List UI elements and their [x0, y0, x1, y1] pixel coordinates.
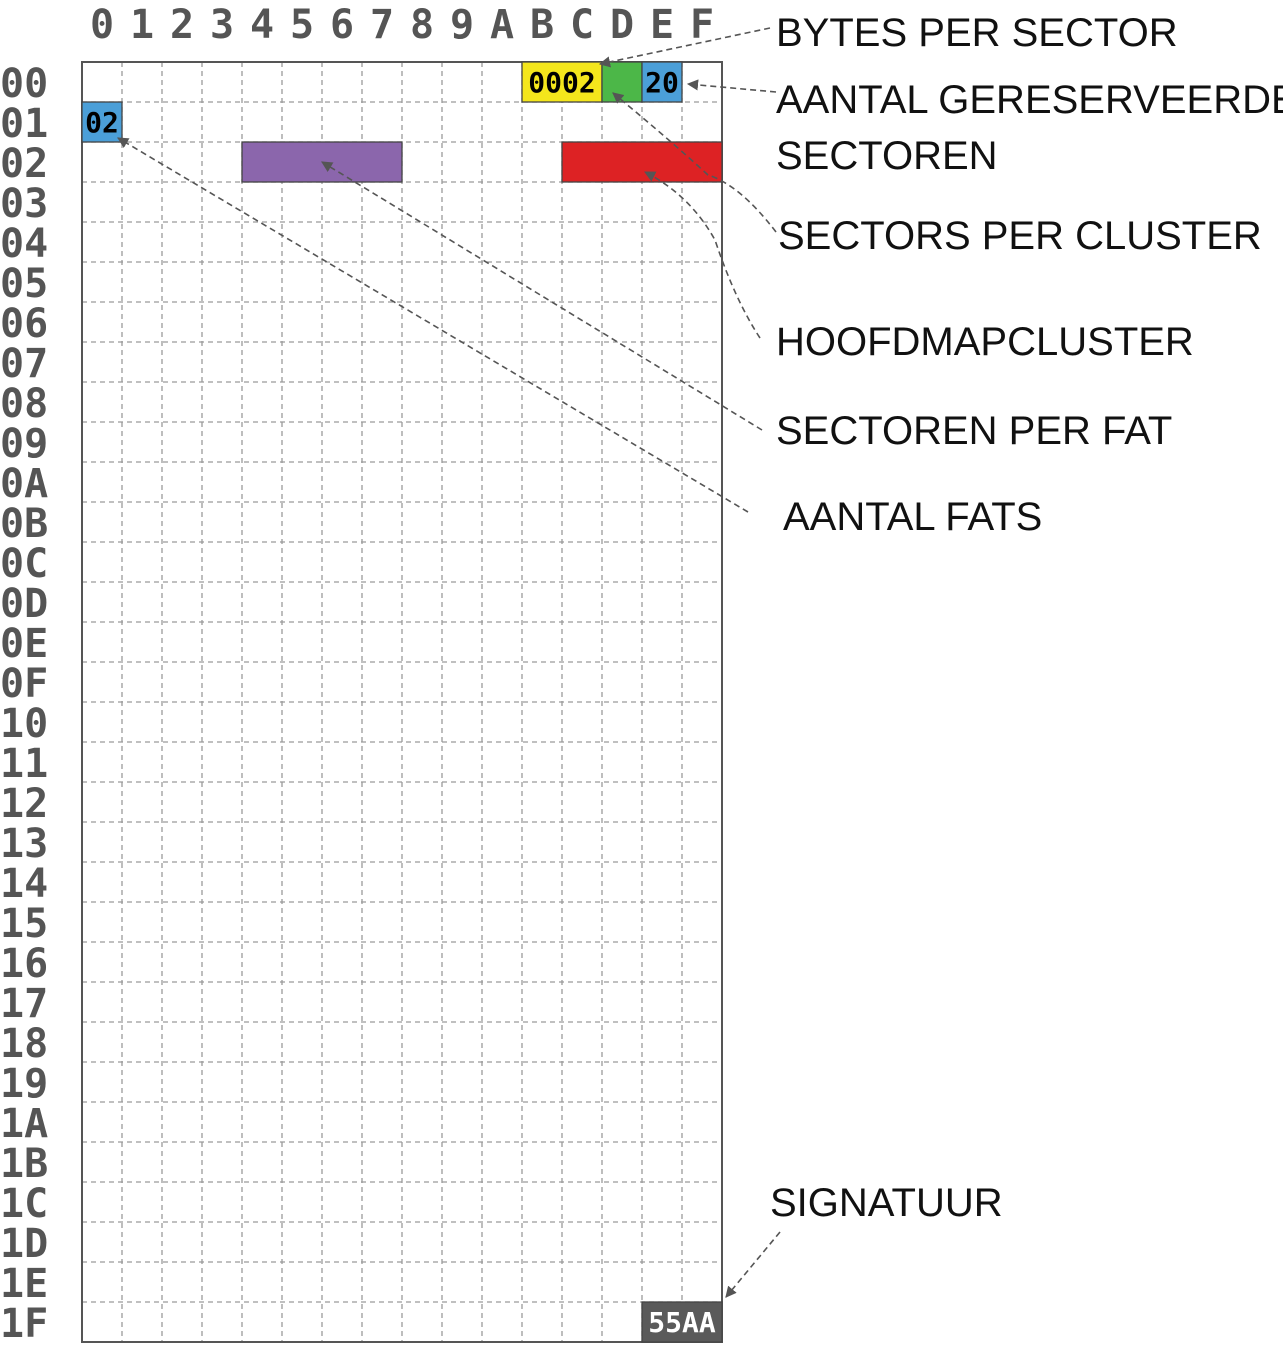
bytes-per-sector-arrow: [598, 27, 771, 68]
number-of-fats-block: [81, 101, 123, 143]
row-header-19: 19: [0, 1061, 48, 1107]
row-header-04: 04: [0, 221, 48, 267]
column-header-B: B: [530, 2, 554, 48]
row-header-06: 06: [0, 301, 48, 347]
field-labels: BYTES PER SECTOR AANTAL GERESERVEERDE SECT…: [770, 11, 1283, 1225]
reserved-sectors-block: [641, 61, 683, 103]
row-header-1E: 1E: [0, 1261, 48, 1307]
sectors-per-cluster-arrow: [612, 92, 777, 233]
row-header-01: 01: [0, 101, 48, 147]
number-of-fats-value: 02: [85, 106, 119, 139]
row-header-11: 11: [0, 741, 48, 787]
root-cluster-block: [561, 141, 723, 183]
row-header-0B: 0B: [0, 501, 48, 547]
field-blocks: 0002 20 02 55AA: [81, 61, 723, 1343]
column-header-1: 1: [130, 2, 154, 48]
column-header-5: 5: [290, 2, 314, 48]
signature-value: 55AA: [648, 1306, 716, 1339]
column-header-6: 6: [330, 2, 354, 48]
row-headers: 000102030405060708090A0B0C0D0E0F10111213…: [0, 61, 48, 1347]
row-header-1A: 1A: [0, 1101, 48, 1147]
row-header-03: 03: [0, 181, 48, 227]
row-header-10: 10: [0, 701, 48, 747]
sectors-per-cluster-label: SECTORS PER CLUSTER: [778, 214, 1262, 258]
leader-arrows: [117, 27, 781, 1298]
bytes-per-sector-value: 0002: [528, 66, 595, 99]
column-header-8: 8: [410, 2, 434, 48]
column-header-D: D: [610, 2, 634, 48]
reserved-sectors-value: 20: [645, 66, 679, 99]
row-header-17: 17: [0, 981, 48, 1027]
sectors-per-cluster-block: [601, 61, 643, 103]
row-header-14: 14: [0, 861, 48, 907]
row-header-13: 13: [0, 821, 48, 867]
reserved-sectors-label-line-2: SECTOREN: [776, 134, 998, 178]
row-header-05: 05: [0, 261, 48, 307]
column-header-E: E: [650, 2, 674, 48]
byte-grid: [81, 61, 723, 1343]
sectors-per-fat-label: SECTOREN PER FAT: [776, 409, 1172, 453]
reserved-sectors-label: AANTAL GERESERVEERDE: [776, 78, 1283, 122]
number-of-fats-arrow: [117, 137, 749, 513]
column-header-C: C: [570, 2, 594, 48]
sectors-per-fat-arrow: [321, 161, 763, 431]
row-header-1B: 1B: [0, 1141, 48, 1187]
row-header-16: 16: [0, 941, 48, 987]
row-header-1D: 1D: [0, 1221, 48, 1267]
column-header-4: 4: [250, 2, 274, 48]
row-header-02: 02: [0, 141, 48, 187]
column-header-9: 9: [450, 2, 474, 48]
row-header-09: 09: [0, 421, 48, 467]
signature-arrow: [725, 1231, 781, 1298]
row-header-0C: 0C: [0, 541, 48, 587]
column-header-7: 7: [370, 2, 394, 48]
row-header-0E: 0E: [0, 621, 48, 667]
row-header-08: 08: [0, 381, 48, 427]
column-header-2: 2: [170, 2, 194, 48]
root-cluster-arrow: [644, 171, 761, 339]
row-header-07: 07: [0, 341, 48, 387]
reserved-sectors-arrow: [686, 79, 777, 93]
row-header-00: 00: [0, 61, 48, 107]
row-header-12: 12: [0, 781, 48, 827]
column-header-0: 0: [90, 2, 114, 48]
row-header-1F: 1F: [0, 1301, 48, 1347]
number-of-fats-label: AANTAL FATS: [783, 495, 1042, 539]
row-header-0F: 0F: [0, 661, 48, 707]
signature-label: SIGNATUUR: [770, 1181, 1003, 1225]
signature-block: [641, 1301, 723, 1343]
column-header-A: A: [490, 2, 514, 48]
grid-border: [81, 61, 723, 1343]
column-header-3: 3: [210, 2, 234, 48]
row-header-0A: 0A: [0, 461, 48, 507]
root-cluster-label: HOOFDMAPCLUSTER: [776, 320, 1194, 364]
row-header-15: 15: [0, 901, 48, 947]
row-header-1C: 1C: [0, 1181, 48, 1227]
row-header-0D: 0D: [0, 581, 48, 627]
row-header-18: 18: [0, 1021, 48, 1067]
bytes-per-sector-label: BYTES PER SECTOR: [776, 11, 1178, 55]
